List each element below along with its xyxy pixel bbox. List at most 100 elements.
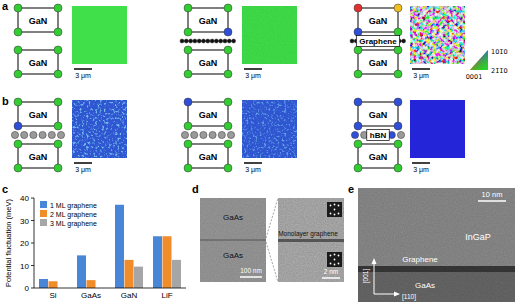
map-texture: [242, 100, 297, 158]
category-label: GaAs: [81, 291, 101, 300]
schematic: GaNGaN: [181, 98, 234, 172]
fft-spot: [334, 264, 336, 266]
fft-spot: [334, 209, 336, 211]
x-axis: [34, 288, 186, 289]
atom: [184, 70, 192, 78]
y-tick: [31, 243, 34, 244]
atom: [200, 131, 207, 138]
map: [72, 6, 127, 64]
legend-swatch: [40, 201, 47, 208]
layer-label: GaN: [29, 16, 48, 26]
legend-label: 1 ML graphene: [50, 202, 97, 210]
atom: [54, 140, 62, 148]
atom: [210, 39, 214, 43]
schematic: GaNGaNGraphene: [350, 4, 406, 78]
map-texture: [72, 100, 127, 158]
layer-box: [358, 8, 398, 32]
layer-label: GaN: [199, 16, 218, 26]
atom: [354, 140, 362, 148]
atom: [181, 131, 188, 138]
category-label: LiF: [161, 291, 172, 300]
layer-label: GaN: [29, 110, 48, 120]
scale-bar-label: 3 μm: [245, 72, 261, 80]
y-tick: [31, 198, 34, 199]
schematic: GaNGaN: [11, 98, 64, 172]
atom: [219, 39, 223, 43]
fft-spot: [334, 254, 336, 256]
bar: [115, 205, 124, 288]
panel-label: b: [2, 95, 9, 107]
atom: [354, 70, 362, 78]
atom: [224, 28, 232, 36]
layer-box: [358, 50, 398, 74]
material-label: InGaP: [465, 232, 491, 242]
category-label: GaN: [121, 291, 138, 300]
axis-label: [001]: [362, 269, 370, 284]
atom: [350, 39, 354, 43]
atom: [54, 164, 62, 172]
atom: [184, 98, 192, 106]
layer-box: [188, 144, 228, 168]
atom: [354, 46, 362, 54]
fft-spot: [338, 263, 340, 265]
interface: [200, 240, 266, 241]
map-texture: [410, 6, 465, 64]
atom: [184, 28, 192, 36]
atom: [184, 46, 192, 54]
orientation-map: 3 μm: [72, 100, 127, 174]
atom: [227, 131, 234, 138]
bar: [39, 279, 48, 288]
layer-label: GaN: [369, 58, 388, 68]
panel-label: a: [2, 0, 9, 12]
tem-e: 10 nmInGaPGrapheneGaAs[001][110]: [358, 188, 515, 302]
fft-spot: [330, 213, 332, 215]
layer-label: GaN: [369, 16, 388, 26]
atom: [394, 46, 402, 54]
axis-label: [110]: [402, 293, 416, 301]
atom: [14, 98, 22, 106]
scale-bar-label: 3 μm: [75, 72, 91, 80]
y-tick-label: 40: [20, 194, 29, 203]
layer-label: GaN: [199, 152, 218, 162]
atom: [184, 164, 192, 172]
category-label: Si: [49, 291, 56, 300]
fft-inset: [327, 202, 342, 217]
atom: [39, 131, 46, 138]
fft-spot: [330, 205, 332, 207]
scale-bar-label: 3 μm: [413, 166, 429, 174]
atom: [394, 28, 402, 36]
atom: [21, 131, 28, 138]
y-tick-label: 30: [20, 217, 29, 226]
color-key-label: 0001: [466, 73, 483, 81]
material-label: GaAs: [223, 251, 243, 260]
legend-swatch: [40, 219, 47, 226]
schematic: GaNGaNhBN: [351, 98, 404, 172]
arrow-head: [394, 292, 400, 297]
map-texture: [242, 6, 297, 64]
atom: [206, 39, 210, 43]
orientation-map: 3 μm: [242, 100, 297, 174]
fft-spot: [334, 204, 336, 206]
atom: [54, 122, 62, 130]
layer-box: [18, 144, 58, 168]
fft-spot: [338, 255, 340, 257]
layer-box: [358, 102, 398, 126]
bar: [134, 267, 143, 288]
atom: [54, 4, 62, 12]
atom: [191, 131, 198, 138]
orientation-map: 3 μm: [242, 6, 297, 80]
atom: [180, 39, 184, 43]
color-key-label: 101̄0: [491, 48, 508, 56]
legend-label: 2 ML graphene: [50, 211, 97, 219]
atom: [184, 140, 192, 148]
scale-bar-label: 3 μm: [75, 166, 91, 174]
interface-label: Monolayer graphene: [278, 230, 338, 238]
atom: [218, 131, 225, 138]
atom: [57, 131, 64, 138]
scale-bar-label: 3 μm: [413, 72, 429, 80]
chart: SiGaAsGaNLiF010203040Potential fluctuati…: [4, 194, 186, 300]
axis-arrow: [374, 294, 396, 295]
atom: [14, 164, 22, 172]
bars: [39, 205, 181, 288]
y-tick-label: 0: [25, 284, 30, 293]
